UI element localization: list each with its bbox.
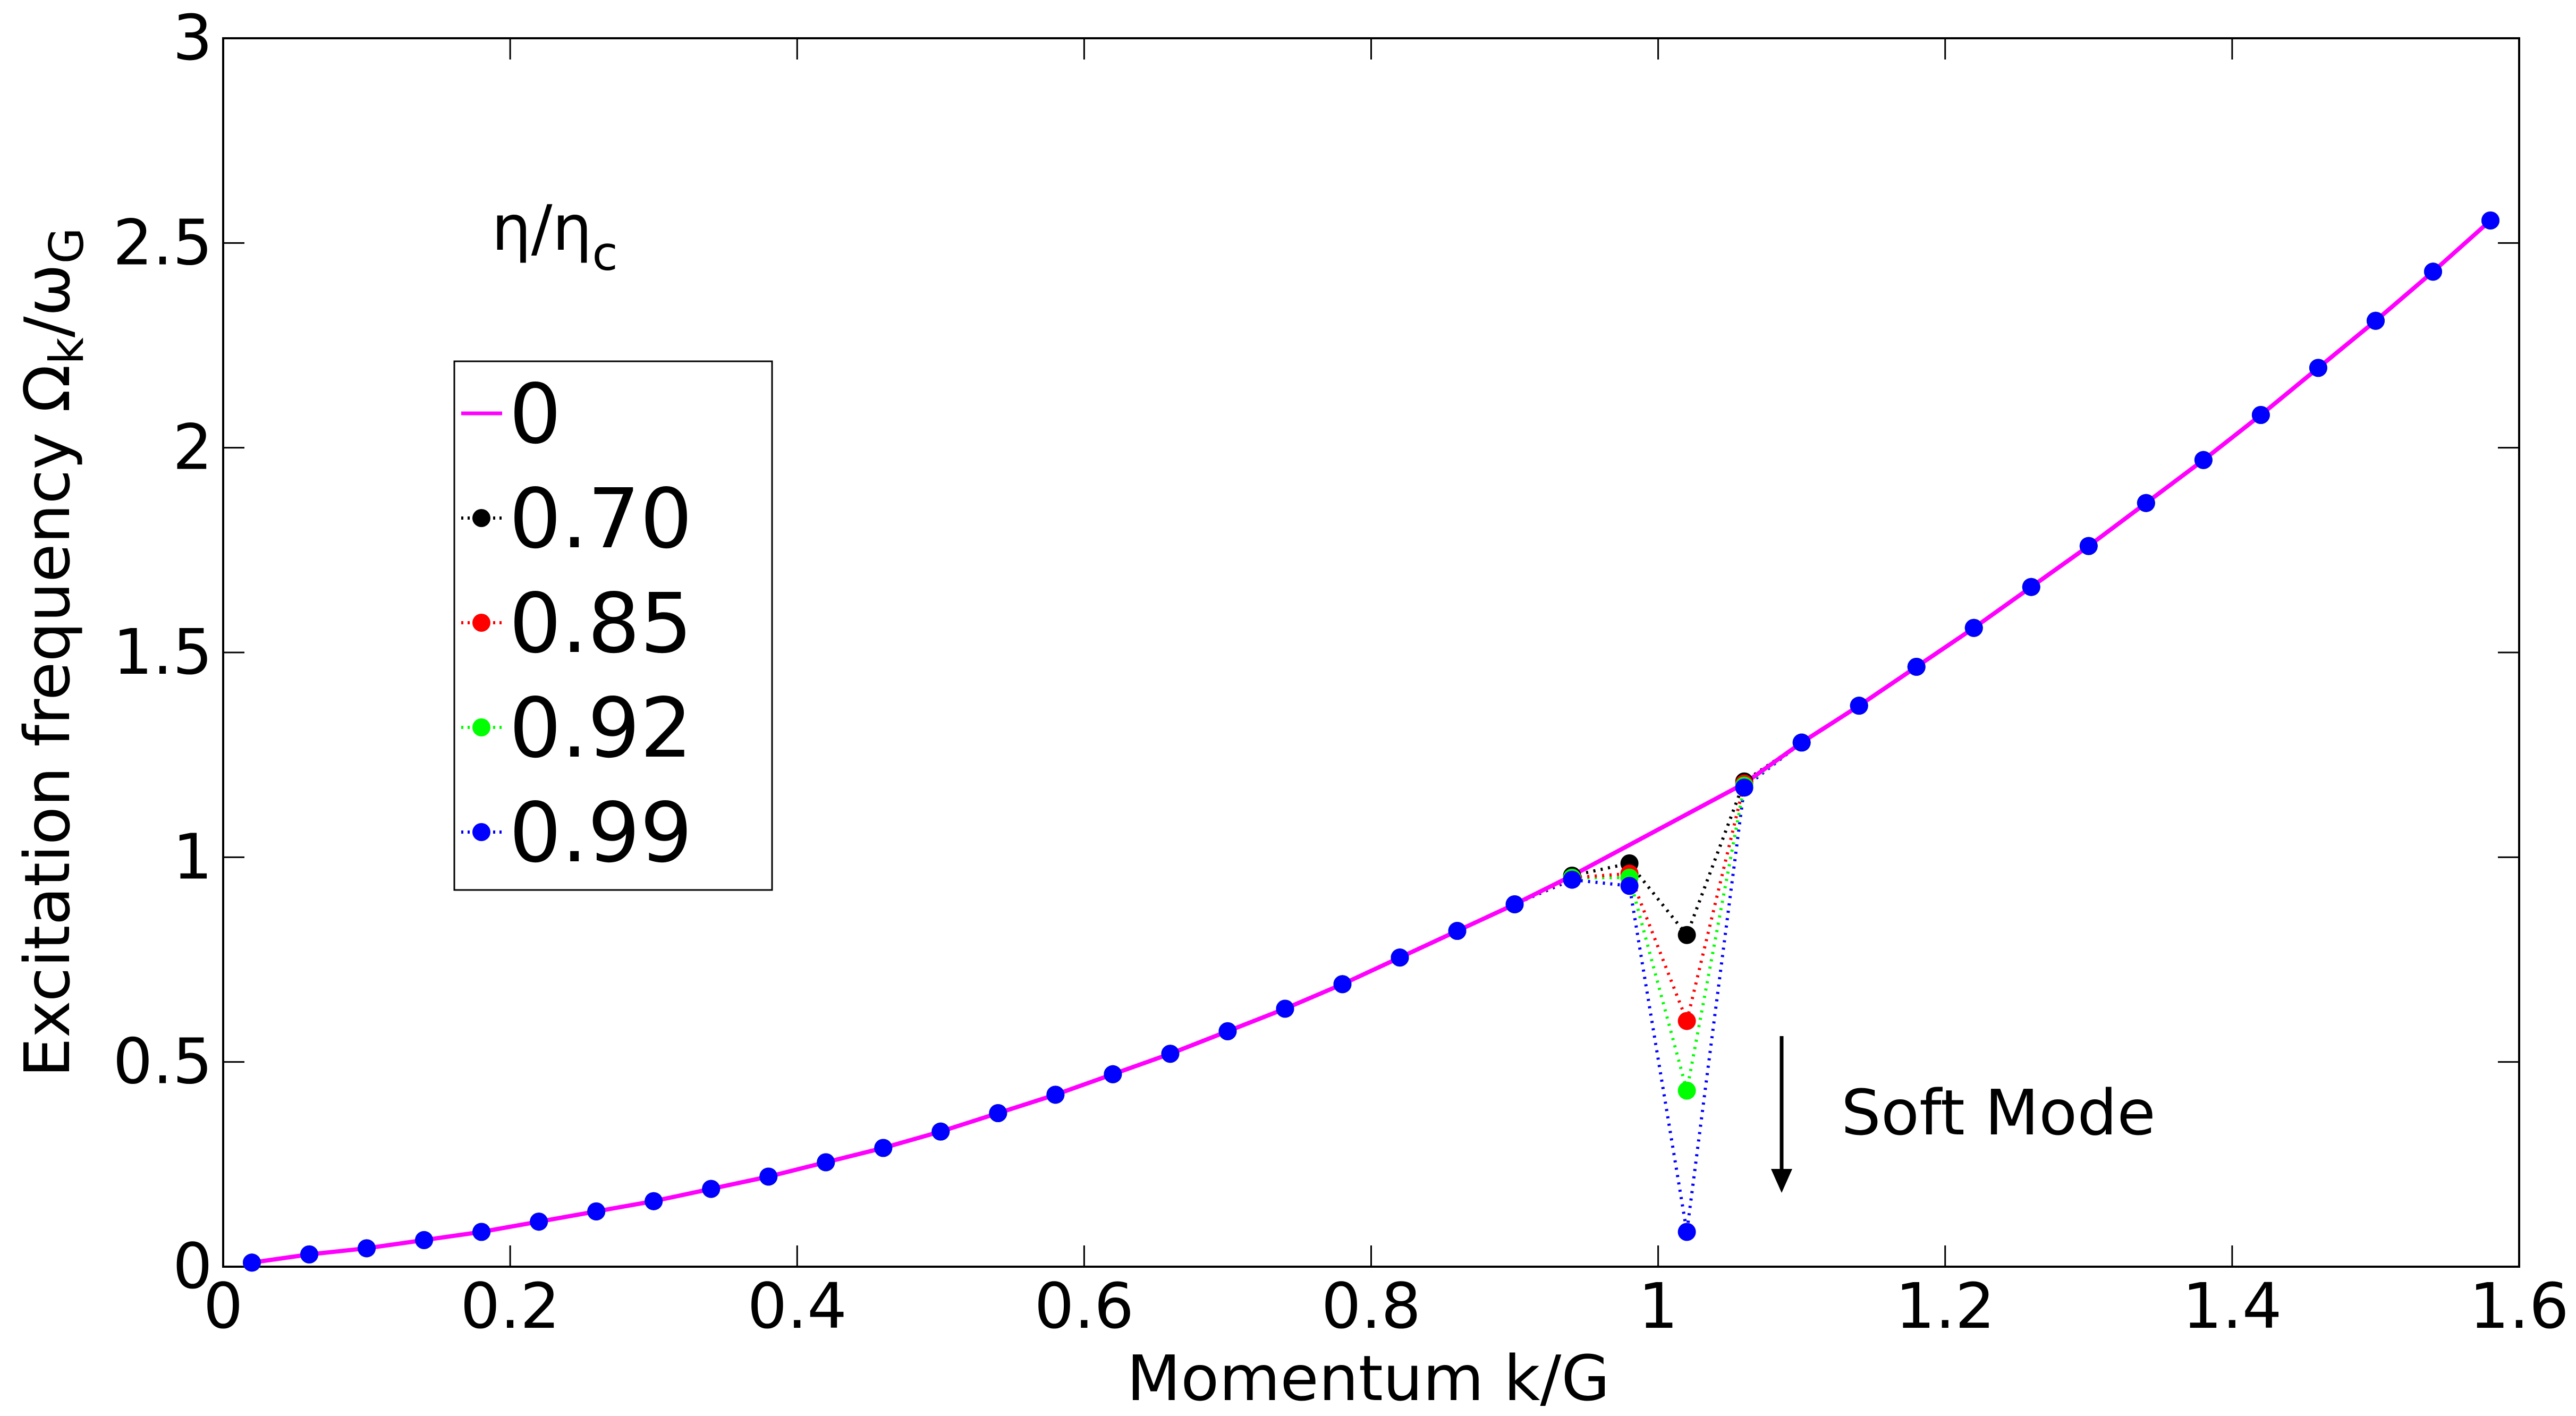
soft-mode-arrow [1771,1036,1792,1193]
point-0_99 [702,1180,721,1198]
point-0_99 [358,1239,376,1258]
y-tick-label: 2.5 [113,206,213,279]
point-0_99 [2022,578,2040,596]
series-line-0 [251,218,2492,1265]
point-0_99 [1161,1045,1180,1063]
x-tick-label: 1 [1638,1269,1678,1343]
point-0_99 [415,1231,434,1249]
point-0_99 [2424,262,2442,281]
legend-label: 0 [509,366,562,462]
point-0_99 [1620,877,1639,895]
point-0_99 [1391,948,1409,967]
legend-item-0_92: 0.92 [461,680,692,776]
x-tick-label: 1.6 [2469,1269,2569,1343]
series-layer [243,211,2499,1272]
point-0_99 [1046,1086,1065,1104]
point-0_92 [1677,1081,1696,1100]
point-0_99 [1735,778,1753,797]
x-tick-label: 0 [203,1269,243,1343]
point-0_99 [2251,406,2270,425]
point-0_99 [587,1202,606,1220]
legend-swatch-marker [472,823,490,841]
y-tick-label: 0.5 [113,1025,213,1098]
x-tick-label: 0.8 [1321,1269,1421,1343]
y-tick-label: 2 [173,411,213,484]
point-0_99 [1218,1022,1237,1040]
point-0_99 [645,1192,663,1210]
point-0_99 [1677,1223,1696,1241]
point-0_99 [931,1122,950,1141]
legend-box [453,360,773,891]
point-0_99 [1964,618,1983,637]
point-0_99 [1448,922,1467,940]
point-0_99 [300,1245,319,1264]
point-0_99 [2366,311,2385,330]
point-0_70 [1677,926,1696,944]
point-0_99 [1333,975,1352,994]
x-axis-title: Momentum k/G [1126,1342,1609,1415]
soft-mode-label: Soft Mode [1841,1076,2156,1149]
point-0_99 [759,1167,778,1186]
x-tick-labels: 0 0.2 0.4 0.6 0.8 1 1.2 1.4 1.6 [203,1269,2569,1343]
legend-label: 0.92 [509,680,692,776]
x-tick-label: 1.2 [1895,1269,1995,1343]
point-0_99 [1850,697,1868,715]
x-tick-label: 1.4 [2182,1269,2282,1343]
point-0_99 [472,1223,491,1241]
point-0_99 [530,1212,548,1231]
point-0_99 [1505,895,1524,913]
y-tick-label: 3 [173,1,213,74]
point-0_99 [1563,870,1581,889]
point-0_99 [1276,999,1294,1018]
point-0_99 [2481,211,2499,230]
y-tick-label: 1.5 [113,615,213,689]
legend-item-0: 0 [461,366,562,462]
legend: 00.700.850.920.99 [453,360,773,891]
point-0_99 [2194,451,2213,469]
legend-label: 0.99 [509,785,692,881]
point-0_99 [243,1253,261,1272]
point-0_85 [1677,1012,1696,1030]
legend-swatch-marker [472,718,490,736]
x-tick-label: 0.4 [747,1269,847,1343]
point-0_99 [2079,537,2098,555]
y-tick-labels: 0 0.5 1 1.5 2 2.5 3 [113,1,213,1303]
legend-item-0_85: 0.85 [461,575,692,672]
y-tick-label: 1 [173,820,213,893]
axis-ticks [222,37,2520,1268]
point-0_99 [874,1139,893,1157]
legend-swatch-marker [472,509,490,527]
legend-label: 0.70 [509,471,692,567]
point-0_99 [1907,657,1926,676]
y-tick-label: 0 [173,1230,213,1303]
y-axis-title: Excitation frequency Ωk/ωG [11,227,94,1077]
legend-label: 0.85 [509,575,692,672]
point-0_99 [817,1153,835,1172]
point-0_99 [989,1104,1007,1122]
legend-swatch-marker [472,614,490,632]
x-tick-label: 0.6 [1035,1269,1134,1343]
point-0_99 [1104,1065,1122,1083]
legend-title: η/ηc [492,191,618,281]
point-0_99 [1792,733,1811,752]
legend-item-0_99: 0.99 [461,785,692,881]
x-tick-label: 0.2 [460,1269,560,1343]
legend-item-0_70: 0.70 [461,471,692,567]
point-0_99 [2309,359,2327,377]
point-0_99 [2137,494,2155,512]
